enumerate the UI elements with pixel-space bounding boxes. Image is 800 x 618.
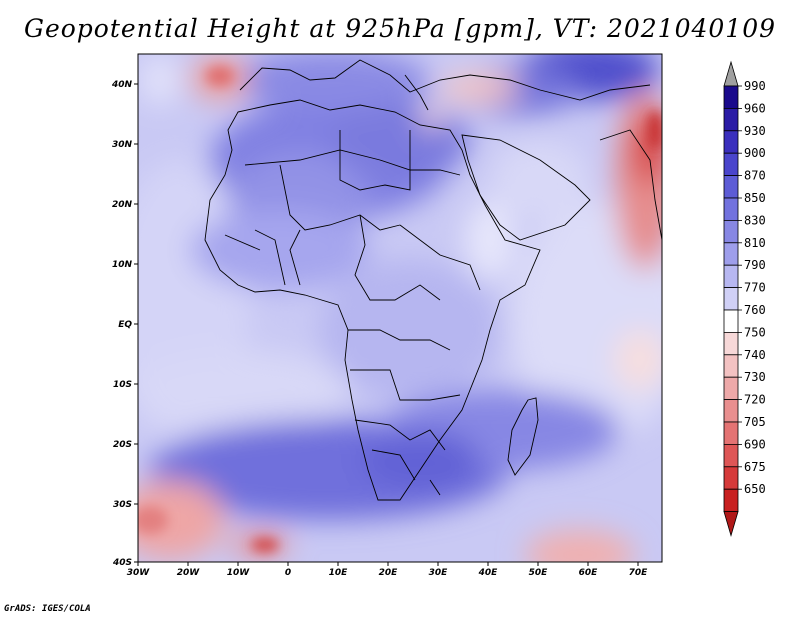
lon-tick-label: 10E bbox=[329, 568, 349, 578]
colorbar-swatch bbox=[723, 175, 739, 199]
colorbar-label: 810 bbox=[744, 236, 766, 250]
colorbar-swatch bbox=[723, 354, 739, 378]
latitude-axis: 40N 30N 20N 10N EQ 10S 20S 30S 40S bbox=[111, 80, 138, 568]
colorbar-label: 650 bbox=[744, 482, 766, 496]
colorbar-label: 720 bbox=[744, 393, 766, 407]
colorbar-label: 740 bbox=[744, 348, 766, 362]
lon-tick-label: 10W bbox=[227, 568, 251, 578]
map-frame bbox=[137, 53, 663, 563]
colorbar-label: 870 bbox=[744, 169, 766, 183]
lon-tick-label: 70E bbox=[629, 568, 649, 578]
colorbar-label: 830 bbox=[744, 213, 766, 227]
colorbar-swatch bbox=[723, 242, 739, 266]
colorbar-swatch bbox=[723, 130, 739, 154]
lat-tick-label: 30N bbox=[112, 140, 133, 150]
lon-tick-label: 20W bbox=[177, 568, 201, 578]
colorbar-swatch bbox=[723, 219, 739, 244]
colorbar-label: 960 bbox=[744, 101, 766, 115]
lat-tick-label: EQ bbox=[118, 320, 132, 330]
colorbar-label: 790 bbox=[744, 258, 766, 272]
colorbar-label: 675 bbox=[744, 460, 766, 474]
colorbar-label: 770 bbox=[744, 281, 766, 295]
colorbar-label: 760 bbox=[744, 303, 766, 317]
colorbar-swatch bbox=[723, 108, 739, 132]
lon-tick-label: 0 bbox=[285, 568, 291, 578]
colorbar-label: 750 bbox=[744, 325, 766, 339]
lon-tick-label: 30W bbox=[127, 568, 151, 578]
colorbar-label: 690 bbox=[744, 437, 766, 451]
colorbar-bottom-arrow bbox=[723, 511, 739, 538]
colorbar-label: 705 bbox=[744, 415, 766, 429]
colorbar: 990 960 930 900 870 850 830 810 790 770 760 750 740 7… bbox=[723, 60, 766, 538]
lat-tick-label: 20N bbox=[112, 200, 133, 210]
colorbar-swatch bbox=[723, 399, 739, 423]
colorbar-swatch bbox=[723, 309, 739, 333]
colorbar-swatch bbox=[723, 85, 739, 109]
colorbar-top-arrow bbox=[723, 60, 739, 87]
lon-tick-label: 30E bbox=[429, 568, 449, 578]
lon-tick-label: 50E bbox=[529, 568, 549, 578]
colorbar-swatch bbox=[723, 421, 739, 445]
longitude-axis: 30W 20W 10W 0 10E 20E 30E 40E 50E 60E 70E bbox=[127, 562, 648, 578]
lat-tick-label: 40S bbox=[112, 558, 132, 568]
height-field bbox=[138, 54, 662, 562]
lat-tick-label: 10S bbox=[113, 380, 132, 390]
colorbar-swatch bbox=[723, 197, 739, 221]
colorbar-label: 900 bbox=[744, 146, 766, 160]
lat-tick-label: 40N bbox=[111, 80, 133, 90]
lon-tick-label: 60E bbox=[579, 568, 599, 578]
colorbar-swatch bbox=[723, 264, 739, 289]
lon-tick-label: 40E bbox=[478, 568, 499, 578]
colorbar-swatch bbox=[723, 152, 739, 176]
grads-credit: GrADS: IGES/COLA bbox=[4, 604, 91, 614]
colorbar-label: 850 bbox=[744, 191, 766, 205]
colorbar-swatch bbox=[723, 488, 739, 513]
map-title: Geopotential Height at 925hPa [gpm], VT:… bbox=[23, 14, 777, 43]
colorbar-label: 730 bbox=[744, 370, 766, 384]
lat-tick-label: 30S bbox=[113, 500, 132, 510]
colorbar-swatch bbox=[723, 443, 739, 468]
colorbar-label: 930 bbox=[744, 124, 766, 138]
lat-tick-label: 20S bbox=[113, 440, 132, 450]
colorbar-swatch bbox=[723, 287, 739, 311]
lon-tick-label: 20E bbox=[379, 568, 399, 578]
colorbar-label: 990 bbox=[744, 79, 766, 93]
colorbar-swatch bbox=[723, 376, 739, 401]
colorbar-swatch bbox=[723, 466, 739, 490]
lat-tick-label: 10N bbox=[112, 260, 133, 270]
colorbar-swatch bbox=[723, 331, 739, 356]
